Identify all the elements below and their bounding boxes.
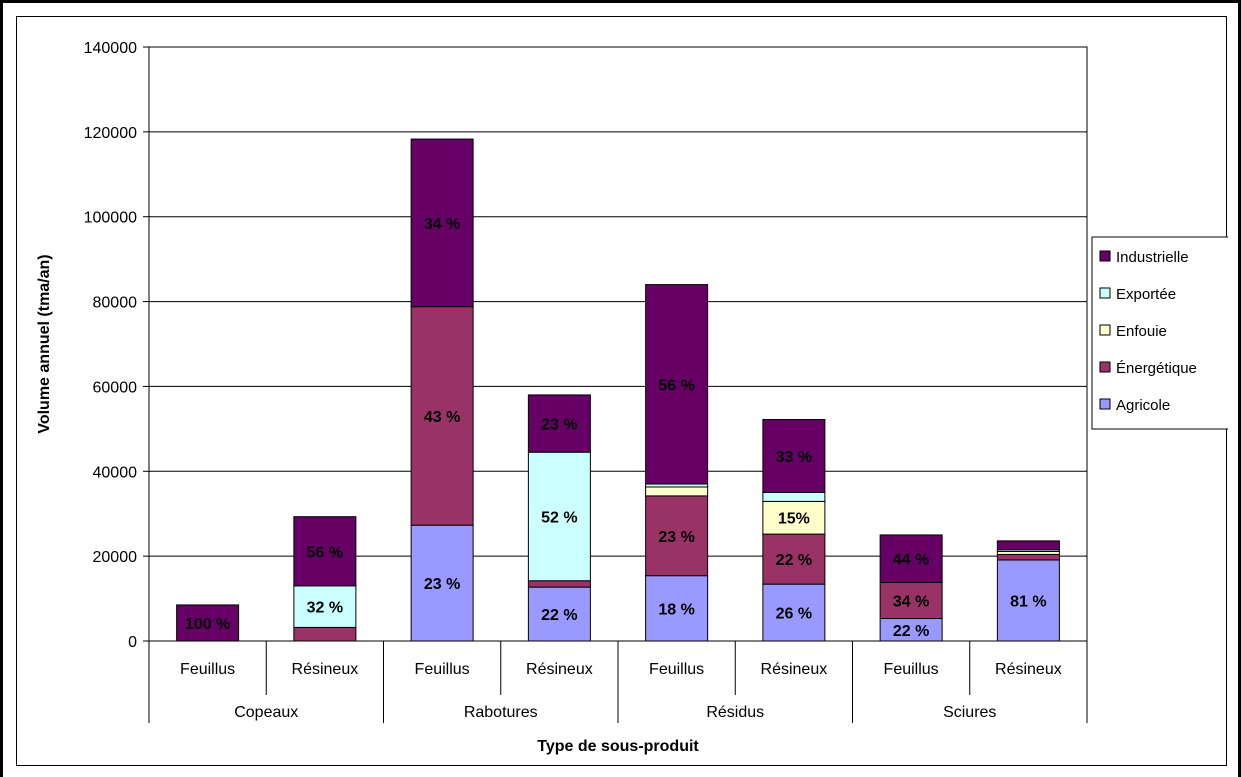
bar-segment-agricole xyxy=(527,586,591,642)
y-tick-label: 100000 xyxy=(84,210,137,227)
bar-segment-exportée xyxy=(762,492,826,502)
x-tick-label: Feuillus xyxy=(884,661,939,678)
y-tick-label: 140000 xyxy=(84,40,137,57)
data-label: 56 % xyxy=(307,544,343,561)
legend-label: Exportée xyxy=(1116,286,1176,303)
x-tick-label: Feuillus xyxy=(180,661,235,678)
data-label: 81 % xyxy=(1010,593,1046,610)
bar-segment-énergétique xyxy=(527,580,591,588)
data-label: 32 % xyxy=(307,600,343,617)
bar-segment-industrielle xyxy=(879,534,943,583)
x-tick-label: Résineux xyxy=(761,661,828,678)
bar-segment-énergétique xyxy=(410,306,474,526)
bar-segment-énergétique xyxy=(645,495,709,577)
bar-segment-énergétique xyxy=(293,626,357,642)
bar-segment-industrielle xyxy=(527,394,591,453)
bar-segment-industrielle xyxy=(176,604,240,642)
bar-segment-industrielle xyxy=(293,516,357,587)
bars: 100 % 32 % 56 % 23 % 43 % 34 % 22 % 52 % 23 % 18 … xyxy=(176,138,1060,642)
data-label: 100 % xyxy=(185,616,230,633)
bar-segment-industrielle xyxy=(645,284,709,485)
x-tick-label: Feuillus xyxy=(415,661,470,678)
legend-swatch xyxy=(1099,287,1111,299)
data-label: 43 % xyxy=(424,409,460,426)
data-label: 34 % xyxy=(893,593,929,610)
legend-swatch xyxy=(1099,361,1111,373)
x-group-label: Sciures xyxy=(943,704,996,721)
data-label: 23 % xyxy=(541,417,577,434)
data-label: 52 % xyxy=(541,509,577,526)
data-label: 26 % xyxy=(776,606,812,623)
y-tick-label: 80000 xyxy=(93,295,138,312)
x-tick-label: Résineux xyxy=(995,661,1062,678)
bar-segment-énergétique xyxy=(762,533,826,585)
legend-label: Énergétique xyxy=(1116,360,1197,377)
gridlines xyxy=(149,46,1087,557)
y-tick-label: 60000 xyxy=(93,379,138,396)
axes: 0 20000 40000 60000 80000 100000 120000 140000 F… xyxy=(84,40,1088,723)
stacked-bar-chart: 100 % 32 % 56 % 23 % 43 % 34 % 22 % 52 % 23 % 18 … xyxy=(36,40,1228,755)
x-tick-label: Résineux xyxy=(292,661,359,678)
legend-swatch xyxy=(1099,398,1111,410)
frame-right-border xyxy=(1238,0,1241,777)
y-tick-label: 40000 xyxy=(93,464,138,481)
legend-label: Agricole xyxy=(1116,397,1170,414)
y-tick-label: 0 xyxy=(128,634,137,651)
chart-area: 100 % 32 % 56 % 23 % 43 % 34 % 22 % 52 % 23 % 18 … xyxy=(16,16,1228,766)
bar-segment-exportée xyxy=(527,451,591,582)
bar-segment-exportée xyxy=(293,585,357,628)
data-label: 18 % xyxy=(658,601,694,618)
plot-area-border xyxy=(148,46,1088,642)
data-label: 34 % xyxy=(424,216,460,233)
x-tick-label: Feuillus xyxy=(649,661,704,678)
legend-swatch xyxy=(1099,324,1111,336)
bar-segment-industrielle xyxy=(410,138,474,308)
frame-left-border xyxy=(0,0,3,777)
legend-label: Industrielle xyxy=(1116,249,1189,266)
x-group-label: Rabotures xyxy=(464,704,538,721)
bar-segment-énergétique xyxy=(996,553,1060,561)
data-label: 15% xyxy=(778,511,810,528)
x-group-label: Résidus xyxy=(706,704,764,721)
x-axis-title: Type de sous-produit xyxy=(537,738,699,755)
bar-segment-agricole xyxy=(996,559,1060,642)
legend[interactable]: Industrielle Exportée Enfouie Énergétique Ag… xyxy=(1091,236,1228,430)
y-tick-label: 20000 xyxy=(93,549,138,566)
data-label: 56 % xyxy=(658,377,694,394)
data-label: 22 % xyxy=(541,607,577,624)
x-tick-label: Résineux xyxy=(526,661,593,678)
legend-box xyxy=(1091,236,1228,430)
y-tick-label: 120000 xyxy=(84,125,137,142)
data-label: 23 % xyxy=(658,529,694,546)
data-label: 23 % xyxy=(424,576,460,593)
bar-segment-enfouie xyxy=(645,486,709,497)
x-group-label: Copeaux xyxy=(234,704,298,721)
data-label: 33 % xyxy=(776,449,812,466)
legend-swatch xyxy=(1099,250,1111,262)
y-axis-title: Volume annuel (tma/an) xyxy=(36,254,53,433)
bar-segment-enfouie xyxy=(762,500,826,535)
bar-segment-industrielle xyxy=(996,540,1060,551)
frame-top-border xyxy=(0,0,1241,3)
legend-label: Enfouie xyxy=(1116,323,1167,340)
data-label: 44 % xyxy=(893,552,929,569)
data-label: 22 % xyxy=(893,623,929,640)
data-label: 22 % xyxy=(776,552,812,569)
bar-segment-industrielle xyxy=(762,419,826,493)
bar-segment-énergétique xyxy=(879,581,943,620)
